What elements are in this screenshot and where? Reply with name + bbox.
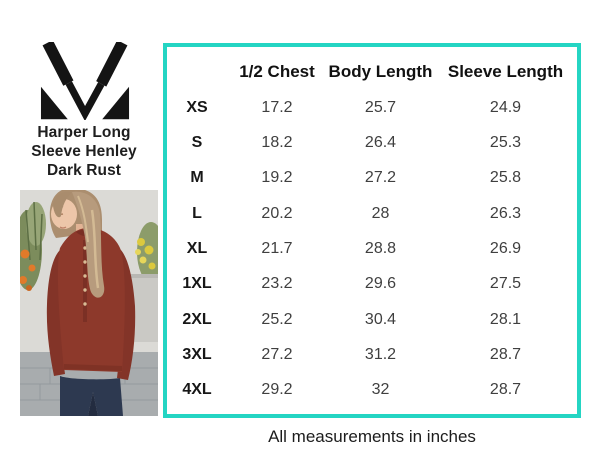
sleeve-cell: 28.7	[489, 345, 522, 363]
table-row-l: L 20.2 28 26.3	[167, 196, 577, 231]
table-row-4xl: 4XL 29.2 32 28.7	[167, 373, 577, 408]
photo-right-flowers	[135, 222, 158, 282]
body-cell: 32	[371, 381, 390, 399]
chest-cell: 25.2	[261, 310, 293, 328]
photo-model	[46, 190, 136, 416]
chest-cell: 20.2	[261, 204, 293, 222]
sleeve-cell: 26.9	[489, 239, 522, 257]
body-cell: 25.7	[364, 98, 397, 116]
model-henley-shirt	[46, 228, 136, 380]
sleeve-cell: 28.7	[489, 381, 522, 399]
product-photo-illustration	[20, 190, 158, 416]
model-jeans	[60, 376, 123, 416]
size-chart-table: 1/2 Chest Body Length Sleeve Length XS 1…	[163, 43, 581, 418]
chest-cell: 18.2	[261, 133, 293, 151]
size-cell: S	[191, 133, 203, 151]
body-cell: 28.8	[364, 239, 397, 257]
sleeve-cell: 27.5	[489, 275, 522, 293]
photo-left-plants	[20, 201, 46, 291]
body-cell: 26.4	[364, 133, 397, 151]
model-jeans-shadow	[88, 392, 98, 416]
measurements-caption: All measurements in inches	[268, 427, 476, 446]
size-cell: XL	[186, 239, 208, 257]
size-cell: XS	[186, 98, 208, 116]
chest-cell: 17.2	[261, 98, 293, 116]
size-cell: 3XL	[182, 345, 212, 363]
brand-logo-icon	[40, 42, 130, 120]
body-cell: 29.6	[364, 275, 397, 293]
table-row-1xl: 1XL 23.2 29.6 27.5	[167, 267, 577, 302]
size-chart-header-row: 1/2 Chest Body Length Sleeve Length	[167, 54, 577, 90]
table-row-m: M 19.2 27.2 25.8	[167, 161, 577, 196]
product-title-line: Sleeve Henley	[31, 143, 137, 160]
chest-cell: 19.2	[261, 169, 293, 187]
chest-cell: 21.7	[261, 239, 293, 257]
size-cell: 4XL	[182, 381, 212, 399]
product-title: Harper Long Sleeve Henley Dark Rust	[0, 123, 168, 180]
column-header-sleeve-length: Sleeve Length	[447, 62, 564, 81]
body-cell: 27.2	[364, 169, 397, 187]
chest-cell: 23.2	[261, 275, 293, 293]
column-header-body-length: Body Length	[328, 62, 433, 81]
product-title-line: Dark Rust	[46, 162, 122, 179]
size-cell: 2XL	[182, 310, 212, 328]
size-cell: M	[190, 169, 204, 187]
table-row-s: S 18.2 26.4 25.3	[167, 125, 577, 160]
table-row-xl: XL 21.7 28.8 26.9	[167, 231, 577, 266]
logo-left-triangle	[40, 86, 68, 120]
logo-inner-v	[65, 81, 105, 120]
sleeve-cell: 28.1	[489, 310, 522, 328]
table-row-xs: XS 17.2 25.7 24.9	[167, 90, 577, 125]
model-front-hair	[53, 191, 105, 298]
photo-planter-edge	[130, 274, 158, 278]
sleeve-cell: 25.8	[489, 169, 522, 187]
body-cell: 30.4	[364, 310, 397, 328]
table-row-2xl: 2XL 25.2 30.4 28.1	[167, 302, 577, 337]
body-cell: 28	[371, 204, 390, 222]
logo-right-triangle	[102, 86, 130, 120]
size-cell: 1XL	[182, 275, 212, 293]
sleeve-cell: 26.3	[489, 204, 522, 222]
chest-cell: 27.2	[261, 345, 293, 363]
body-cell: 31.2	[364, 345, 397, 363]
column-header-half-chest: 1/2 Chest	[239, 62, 315, 81]
product-photo	[20, 190, 158, 416]
table-row-3xl: 3XL 27.2 31.2 28.7	[167, 337, 577, 372]
product-title-line: Harper Long	[37, 124, 131, 141]
sleeve-cell: 24.9	[489, 98, 522, 116]
chest-cell: 29.2	[261, 381, 293, 399]
sleeve-cell: 25.3	[489, 133, 522, 151]
size-cell: L	[192, 204, 202, 222]
